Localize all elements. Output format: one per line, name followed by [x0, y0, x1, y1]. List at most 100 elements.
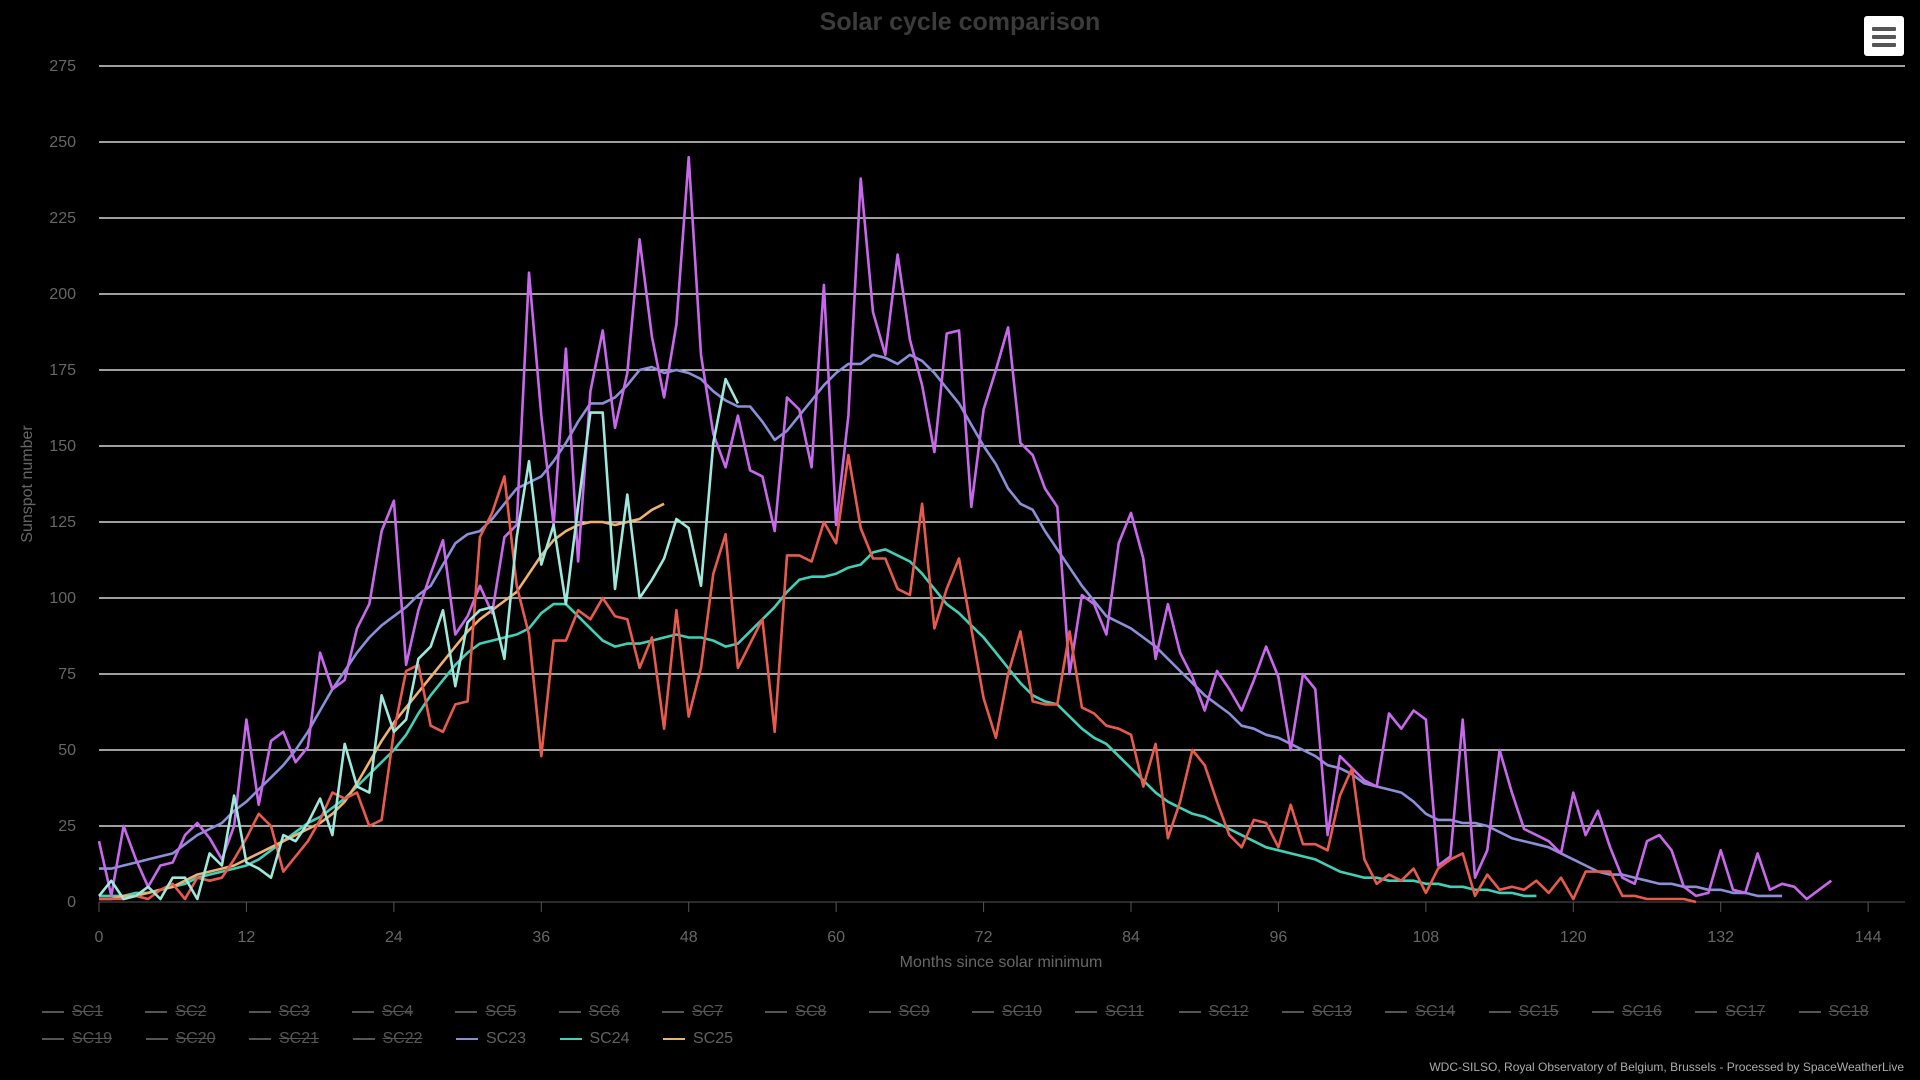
legend-label: SC11	[1105, 1002, 1145, 1020]
legend-label: SC7	[691, 1002, 724, 1020]
legend-symbol	[1178, 1010, 1201, 1013]
y-tick-label: 125	[49, 514, 76, 531]
legend-item-sc2[interactable]: SC2	[145, 998, 248, 1025]
legend-item-sc5[interactable]: SC5	[455, 998, 558, 1025]
series-line-sc25-monthly[interactable]	[99, 453, 1697, 904]
legend-item-sc12[interactable]: SC12	[1178, 998, 1282, 1025]
legend-symbol	[42, 1010, 64, 1013]
x-tick-label: 36	[532, 929, 550, 946]
credits-text[interactable]: WDC-SILSO, Royal Observatory of Belgium,…	[1429, 1060, 1904, 1074]
series-line-sc23-monthly[interactable]	[97, 155, 1833, 901]
legend-symbol	[42, 1037, 64, 1040]
legend-item-sc16[interactable]: SC16	[1591, 998, 1695, 1025]
y-tick-label: 225	[49, 210, 76, 227]
chart-legend: SC1 SC2 SC3 SC4 SC5 SC6 SC7 SC8 SC9 SC10 SC11 SC12 S…	[42, 998, 1902, 1052]
legend-symbol	[559, 1037, 582, 1040]
legend-label: SC6	[588, 1002, 620, 1020]
legend-symbol	[145, 1010, 168, 1013]
x-tick-label: 24	[385, 929, 403, 946]
x-tick-label: 96	[1270, 929, 1288, 946]
legend-item-sc20[interactable]: SC20	[145, 1025, 250, 1052]
series-line-sc24[interactable]	[99, 548, 1537, 898]
legend-label: SC20	[175, 1029, 216, 1047]
legend-label: SC18	[1828, 1002, 1869, 1020]
legend-row: SC19 SC20 SC21 SC22 SC23 SC24 SC25	[42, 1025, 1902, 1052]
series-line-sc24-monthly[interactable]	[97, 377, 740, 901]
legend-item-sc4[interactable]: SC4	[351, 998, 455, 1025]
legend-symbol	[1385, 1010, 1408, 1013]
legend-row: SC1 SC2 SC3 SC4 SC5 SC6 SC7 SC8 SC9 SC10 SC11 SC12 S…	[42, 998, 1902, 1025]
y-tick-label: 50	[58, 742, 76, 759]
legend-label: SC1	[72, 1002, 104, 1020]
legend-item-sc9[interactable]: SC9	[868, 998, 972, 1025]
series-line-sc23[interactable]	[99, 353, 1783, 898]
legend-symbol	[1281, 1010, 1304, 1013]
y-tick-label: 0	[67, 894, 76, 911]
legend-label: SC24	[589, 1029, 630, 1047]
legend-item-sc13[interactable]: SC13	[1281, 998, 1385, 1025]
legend-item-sc7[interactable]: SC7	[661, 998, 765, 1025]
legend-item-sc18[interactable]: SC18	[1798, 998, 1902, 1025]
legend-label: SC8	[795, 1002, 827, 1020]
legend-symbol	[455, 1010, 478, 1013]
legend-symbol	[971, 1010, 994, 1013]
y-tick-label: 275	[49, 58, 76, 75]
x-axis-label: Months since solar minimum	[900, 954, 1103, 971]
legend-item-sc22[interactable]: SC22	[352, 1025, 457, 1052]
legend-label: SC16	[1621, 1002, 1662, 1020]
chart-plot: 0 25 50 75 100 125 150 175 200 225 250 275 0 12 24 36 4…	[19, 58, 1905, 971]
x-tick-label: 144	[1855, 929, 1882, 946]
legend-item-sc25[interactable]: SC25	[663, 1025, 767, 1052]
legend-item-sc15[interactable]: SC15	[1488, 998, 1592, 1025]
legend-label: SC5	[485, 1002, 517, 1020]
y-tick-label: 100	[49, 590, 76, 607]
hamburger-menu-icon[interactable]	[1864, 16, 1904, 56]
chart-title: Solar cycle comparison	[819, 8, 1101, 36]
legend-item-sc11[interactable]: SC11	[1075, 998, 1178, 1025]
legend-label: SC9	[898, 1002, 930, 1020]
y-tick-label: 175	[49, 362, 76, 379]
legend-label: SC19	[72, 1029, 113, 1047]
legend-item-sc10[interactable]: SC10	[971, 998, 1075, 1025]
x-tick-label: 72	[975, 929, 993, 946]
y-tick-label: 75	[58, 666, 76, 683]
x-tick-label: 60	[827, 929, 845, 946]
legend-symbol	[663, 1037, 685, 1040]
series-line-sc25[interactable]	[99, 502, 665, 901]
legend-item-sc8[interactable]: SC8	[765, 998, 868, 1025]
legend-symbol	[661, 1010, 684, 1013]
legend-symbol	[351, 1010, 374, 1013]
legend-item-sc23[interactable]: SC23	[456, 1025, 560, 1052]
legend-symbol	[249, 1037, 271, 1040]
legend-item-sc21[interactable]: SC21	[249, 1025, 353, 1052]
legend-label: SC25	[693, 1029, 734, 1047]
legend-symbol	[1591, 1010, 1614, 1013]
x-tick-label: 84	[1122, 929, 1140, 946]
legend-item-sc3[interactable]: SC3	[248, 998, 352, 1025]
x-tick-label: 132	[1707, 929, 1734, 946]
legend-label: SC12	[1208, 1002, 1249, 1020]
x-tick-label: 0	[95, 929, 104, 946]
y-tick-label: 25	[58, 818, 76, 835]
legend-item-sc17[interactable]: SC17	[1695, 998, 1798, 1025]
legend-symbol	[765, 1010, 788, 1013]
x-tick-label: 12	[238, 929, 256, 946]
legend-item-sc1[interactable]: SC1	[42, 998, 145, 1025]
legend-label: SC2	[175, 1002, 207, 1020]
legend-item-sc24[interactable]: SC24	[559, 1025, 664, 1052]
legend-symbol	[145, 1037, 168, 1040]
legend-symbol	[456, 1037, 478, 1040]
x-tick-label: 120	[1560, 929, 1587, 946]
legend-label: SC4	[381, 1002, 414, 1020]
legend-item-sc14[interactable]: SC14	[1385, 998, 1488, 1025]
legend-label: SC3	[278, 1002, 310, 1020]
legend-item-sc6[interactable]: SC6	[558, 998, 662, 1025]
legend-label: SC10	[1001, 1002, 1042, 1020]
legend-label: SC15	[1518, 1002, 1559, 1020]
legend-label: SC22	[382, 1029, 423, 1047]
legend-item-sc19[interactable]: SC19	[42, 1025, 146, 1052]
y-axis-label: Sunspot number	[19, 425, 36, 543]
legend-label: SC17	[1725, 1002, 1766, 1020]
legend-symbol	[352, 1037, 375, 1040]
